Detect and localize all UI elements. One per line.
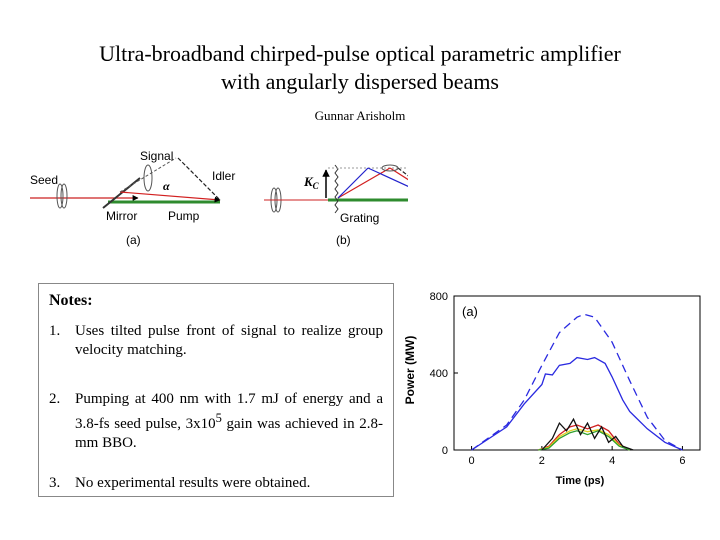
signal-beam-b2: [337, 167, 369, 199]
signal-label: Signal: [140, 149, 173, 163]
note-text-part: gain was achieved in 2.8-mm BBO.: [75, 416, 383, 451]
kc-label: KC: [303, 174, 320, 191]
grating-label: Grating: [340, 211, 379, 225]
x-tick-label: 2: [539, 455, 545, 467]
x-tick-label: 4: [609, 455, 615, 467]
note-text: No experimental results were obtained.: [75, 475, 311, 491]
panel-a-label: (a): [126, 233, 141, 247]
y-tick-label: 800: [430, 291, 448, 303]
signal-beam-b: [337, 167, 391, 199]
note-item: 2. Pumping at 400 nm with 1.7 mJ of ener…: [49, 390, 383, 453]
notes-heading: Notes:: [49, 292, 93, 309]
x-axis-label: Time (ps): [556, 475, 605, 487]
title-line-2: with angularly dispersed beams: [221, 69, 499, 94]
note-number: 3.: [49, 475, 61, 491]
series-line-3: [538, 428, 630, 451]
setup-diagram: Seed Signal Idler α Mirror Pump (a) KC G…: [30, 149, 408, 247]
note-superscript: 5: [215, 411, 222, 425]
kc-label-main: K: [303, 174, 314, 189]
pump-label: Pump: [168, 209, 200, 223]
signal-beam-b2-out: [367, 167, 408, 187]
lens-icon: [56, 183, 64, 209]
series-line-5: [541, 417, 634, 451]
signal-beam-b-out: [389, 167, 408, 181]
seed-label: Seed: [30, 173, 58, 187]
power-chart: 0 2 4 6 0 400 800 (a) Time (ps) Power (MW): [403, 291, 701, 487]
note-text-part: Pumping at 400 nm with 1.7 mJ of energy …: [75, 391, 383, 432]
note-item: 3. No experimental results were obtained…: [49, 474, 383, 493]
mirror-label: Mirror: [106, 209, 137, 223]
y-axis-label: Power (MW): [403, 336, 417, 405]
note-text: Pumping at 400 nm with 1.7 mJ of energy …: [75, 390, 383, 453]
mirror-icon: [102, 177, 141, 209]
note-text: Uses tilted pulse front of signal to rea…: [75, 323, 383, 358]
lens-icon: [60, 183, 68, 209]
signal-direction: [119, 157, 177, 193]
series-line-0: [471, 313, 683, 451]
lens-icon: [143, 164, 153, 192]
y-tick-label: 0: [442, 445, 448, 457]
lens-icon: [381, 164, 399, 172]
series-line-1: [471, 356, 683, 451]
idler-label: Idler: [212, 169, 235, 183]
note-item: 1. Uses tilted pulse front of signal to …: [49, 322, 383, 360]
kc-label-sub: C: [313, 181, 320, 191]
panel-b-label: (b): [336, 233, 351, 247]
note-number: 2.: [49, 391, 61, 407]
x-tick-label: 6: [679, 455, 685, 467]
grating-icon: [334, 164, 339, 214]
idler-beam: [177, 157, 221, 201]
note-number: 1.: [49, 323, 61, 339]
title-line-1: Ultra-broadband chirped-pulse optical pa…: [99, 41, 621, 66]
panel-a-diagram: Seed Signal Idler α Mirror Pump (a): [30, 149, 235, 247]
notes-box: Notes: 1. Uses tilted pulse front of sig…: [38, 283, 394, 497]
y-tick-label: 400: [430, 368, 448, 380]
alpha-label: α: [163, 179, 170, 193]
plot-area: 0 2 4 6 0 400 800: [430, 291, 701, 467]
chart-panel-label: (a): [462, 304, 478, 319]
slide-title: Ultra-broadband chirped-pulse optical pa…: [0, 40, 720, 96]
idler-beam-b: [397, 167, 408, 177]
signal-beam: [119, 191, 221, 203]
panel-b-diagram: KC Grating (b): [264, 164, 408, 247]
author: Gunnar Arisholm: [314, 108, 406, 123]
x-tick-label: 0: [469, 455, 475, 467]
